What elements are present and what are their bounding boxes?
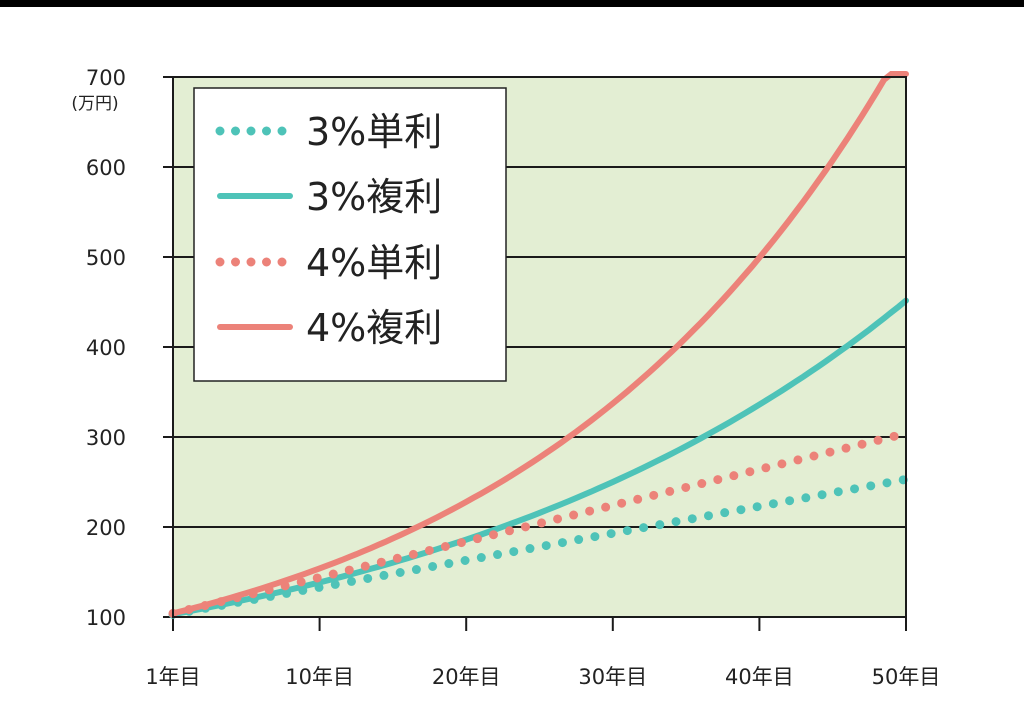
y-tick-label: 200 <box>86 516 126 540</box>
x-tick-label: 10年目 <box>285 665 354 689</box>
series-layer <box>168 71 911 619</box>
plot-frame <box>172 76 907 618</box>
legend-label-1: 3%複利 <box>306 175 442 219</box>
series-line-2 <box>168 428 911 618</box>
y-axis-ticks: 100 200 300 400 500 600 700 <box>86 66 173 630</box>
x-axis-ticks: 1年目 10年目 20年目 30年目 40年目 50年目 <box>145 617 940 689</box>
y-tick-label: 600 <box>86 156 126 180</box>
y-tick-label: 400 <box>86 336 126 360</box>
x-tick-label: 40年目 <box>725 665 794 689</box>
legend-label-2: 4%単利 <box>306 241 442 285</box>
legend-label-3: 4%複利 <box>306 306 442 350</box>
y-tick-label: 700 <box>86 66 126 90</box>
y-axis-unit-label: (万円) <box>71 94 118 114</box>
legend-label-0: 3%単利 <box>306 110 442 154</box>
top-bar <box>0 0 1024 7</box>
x-tick-label: 50年目 <box>872 665 941 689</box>
legend-box <box>193 87 507 382</box>
x-tick-label: 30年目 <box>578 665 647 689</box>
y-tick-label: 100 <box>86 606 126 630</box>
legend: 3%単利 3%複利 4%単利 4%複利 <box>193 87 507 382</box>
x-tick-label: 1年目 <box>145 665 200 689</box>
x-tick-label: 20年目 <box>432 665 501 689</box>
y-tick-label: 500 <box>86 246 126 270</box>
series-line-3 <box>170 71 909 617</box>
y-tick-label: 300 <box>86 426 126 450</box>
series-line-1 <box>170 297 909 618</box>
